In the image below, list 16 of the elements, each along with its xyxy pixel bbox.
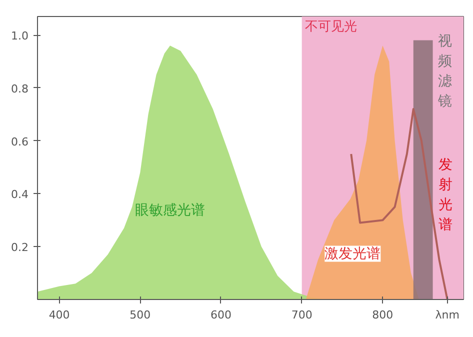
series-label: 激发光谱 <box>324 246 381 262</box>
x-tick-label: 700 <box>291 308 312 322</box>
y-tick-label: 0.6 <box>11 135 29 148</box>
y-tick-label: 0.4 <box>11 188 29 202</box>
x-tick-label: 800 <box>372 308 394 322</box>
y-tick-label: 0.2 <box>11 241 29 254</box>
series-label: 视频滤镜 <box>437 33 452 110</box>
x-tick-label: λnm <box>435 308 460 322</box>
band-label: 不可见光 <box>304 20 357 34</box>
series-label: 眼敏感光谱 <box>135 202 206 219</box>
x-tick-label: 600 <box>210 308 232 322</box>
series-label: 发射光谱 <box>438 156 452 233</box>
y-tick-label: 0.8 <box>11 82 29 96</box>
x-tick-label: 400 <box>48 308 70 322</box>
y-tick-label: 1.0 <box>11 30 29 43</box>
x-tick-label: 500 <box>130 308 151 322</box>
